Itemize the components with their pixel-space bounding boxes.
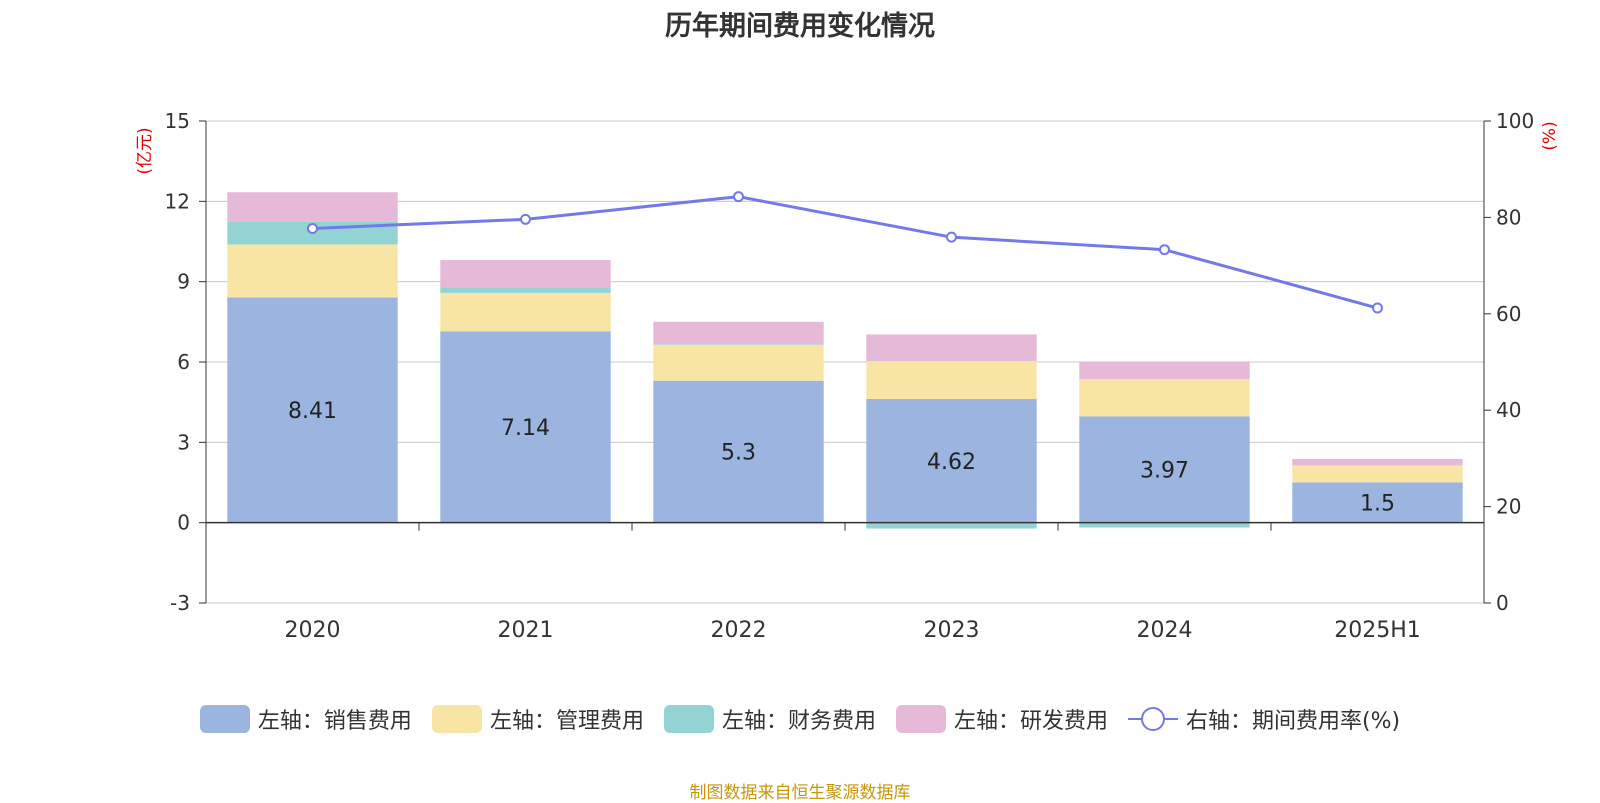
bar-segment [440, 260, 610, 288]
legend-item[interactable]: 左轴：管理费用 [432, 703, 644, 735]
bar-segment [440, 293, 610, 332]
bar-segment [1079, 361, 1249, 379]
bar-segment [653, 322, 823, 344]
legend-label: 左轴：财务费用 [722, 703, 876, 735]
bar-segment [227, 244, 397, 297]
bar-segment [440, 288, 610, 293]
data-label: 4.62 [927, 450, 976, 475]
left-tick-label: 3 [177, 430, 190, 454]
line-point [947, 233, 956, 242]
x-tick-label: 2025H1 [1334, 618, 1421, 643]
chart-canvas: -3 0 3 6 9 12 15 0 20 40 60 80 100 (亿元) (%) 2020 2021 202… [0, 0, 1600, 700]
legend-swatch [200, 705, 250, 733]
left-axis-label: (亿元) [135, 127, 155, 174]
bar-segment [1292, 459, 1462, 465]
data-label: 8.41 [288, 399, 337, 424]
legend-swatch [432, 705, 482, 733]
line-point [1373, 304, 1382, 313]
right-tick-label: 0 [1496, 591, 1509, 615]
right-tick-label: 20 [1496, 495, 1521, 519]
bar-segment [866, 334, 1036, 361]
left-tick-label: 0 [177, 511, 190, 535]
left-tick-label: 15 [165, 109, 190, 133]
right-tick-label: 40 [1496, 398, 1521, 422]
x-tick-label: 2024 [1137, 618, 1193, 643]
bar-segment [653, 344, 823, 345]
right-axis-label: (%) [1540, 121, 1560, 150]
data-label: 1.5 [1360, 492, 1395, 517]
left-tick-label: 12 [165, 189, 190, 213]
left-tick-label: 6 [177, 350, 190, 374]
data-label: 3.97 [1140, 459, 1189, 484]
line-point [308, 224, 317, 233]
line-point [521, 215, 530, 224]
legend-label: 左轴：销售费用 [258, 703, 412, 735]
data-source: 制图数据来自恒生聚源数据库 [0, 778, 1600, 803]
bar-segment [866, 361, 1036, 399]
legend-item[interactable]: 左轴：销售费用 [200, 703, 412, 735]
x-tick-label: 2020 [285, 618, 341, 643]
legend-label: 左轴：管理费用 [490, 703, 644, 735]
legend-swatch [664, 705, 714, 733]
legend-item[interactable]: 左轴：研发费用 [896, 703, 1108, 735]
legend-item[interactable]: 右轴：期间费用率(%) [1128, 703, 1400, 735]
line-point [734, 192, 743, 201]
data-label: 5.3 [721, 441, 756, 466]
bar-segment [866, 523, 1036, 529]
right-tick-label: 80 [1496, 205, 1521, 229]
x-tick-label: 2023 [924, 618, 980, 643]
bar-segment [1292, 466, 1462, 483]
x-tick-label: 2022 [711, 618, 767, 643]
right-tick-label: 100 [1496, 109, 1534, 133]
legend-label: 左轴：研发费用 [954, 703, 1108, 735]
legend-item[interactable]: 左轴：财务费用 [664, 703, 876, 735]
legend-line-swatch [1128, 705, 1178, 733]
legend: 左轴：销售费用 左轴：管理费用 左轴：财务费用 左轴：研发费用 右轴：期间费用率(%) [0, 703, 1600, 735]
bar-series [227, 192, 1462, 528]
bar-segment [227, 192, 397, 221]
line-point [1160, 245, 1169, 254]
legend-label: 右轴：期间费用率(%) [1186, 703, 1400, 735]
x-tick-label: 2021 [498, 618, 554, 643]
bar-segment [1079, 379, 1249, 416]
data-label: 7.14 [501, 416, 550, 441]
right-tick-label: 60 [1496, 302, 1521, 326]
left-tick-label: -3 [170, 591, 190, 615]
bar-segment [653, 345, 823, 381]
left-tick-label: 9 [177, 270, 190, 294]
legend-swatch [896, 705, 946, 733]
